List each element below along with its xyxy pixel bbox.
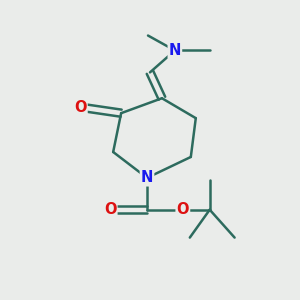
Text: O: O [74, 100, 87, 115]
Text: N: N [141, 170, 153, 185]
Text: N: N [169, 43, 181, 58]
Text: O: O [177, 202, 189, 217]
Text: O: O [104, 202, 116, 217]
